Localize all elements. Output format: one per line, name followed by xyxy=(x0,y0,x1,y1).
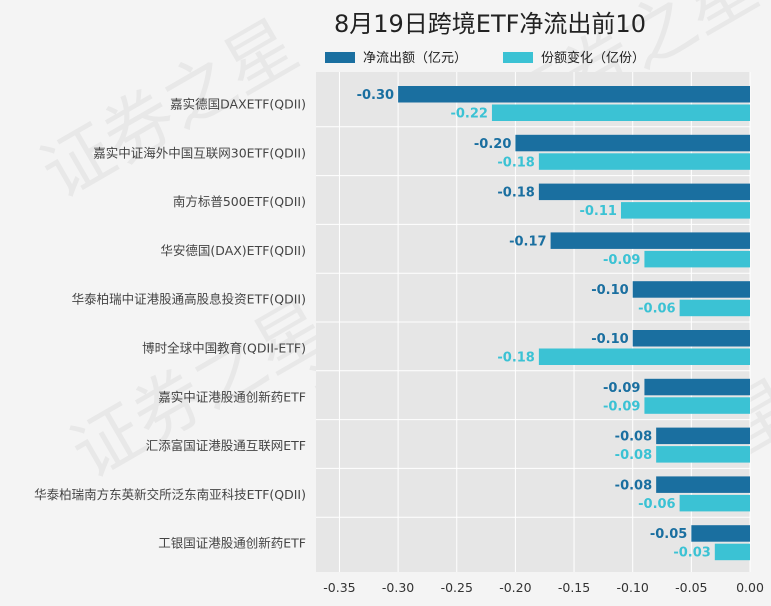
x-tick-label: -0.10 xyxy=(617,580,649,595)
data-label: -0.09 xyxy=(603,253,640,268)
bar xyxy=(550,232,750,249)
category-label: 南方标普500ETF(QDII) xyxy=(173,194,306,209)
x-tick-label: -0.30 xyxy=(382,580,414,595)
grid xyxy=(316,72,751,572)
x-tick-label: 0.00 xyxy=(736,580,764,595)
data-label: -0.08 xyxy=(615,478,652,493)
category-label: 博时全球中国教育(QDII-ETF) xyxy=(142,341,306,356)
bar xyxy=(538,153,750,170)
data-label: -0.05 xyxy=(650,527,687,542)
category-labels: 嘉实德国DAXETF(QDII) 嘉实中证海外中国互联网30ETF(QDII) 南方… xyxy=(34,97,306,551)
x-tick-label: -0.25 xyxy=(441,580,473,595)
chart-title: 8月19日跨境ETF净流出前10 xyxy=(334,10,646,38)
bar xyxy=(491,104,750,121)
bar xyxy=(714,543,750,561)
category-label: 汇添富国证港股通互联网ETF xyxy=(146,438,306,453)
bar xyxy=(644,397,750,414)
x-tick-label: -0.15 xyxy=(558,580,590,595)
bar xyxy=(538,348,750,365)
x-tick-label: -0.05 xyxy=(675,580,707,595)
bar xyxy=(679,299,750,317)
category-label: 华泰柏瑞中证港股通高股息投资ETF(QDII) xyxy=(72,292,306,307)
category-label: 嘉实中证港股通创新药ETF xyxy=(158,389,306,404)
bar xyxy=(632,330,750,347)
legend-swatch xyxy=(325,52,355,63)
data-label: -0.17 xyxy=(509,234,546,249)
data-label: -0.08 xyxy=(615,430,652,445)
bar xyxy=(515,134,750,152)
category-label: 华泰柏瑞南方东英新交所泛东南亚科技ETF(QDII) xyxy=(34,487,306,502)
legend: 净流出额（亿元） 份额变化（亿份） xyxy=(325,50,645,66)
bar xyxy=(656,446,750,463)
x-tick-label: -0.20 xyxy=(499,580,531,595)
legend-label: 净流出额（亿元） xyxy=(363,51,467,66)
x-axis-ticks: -0.35 -0.30 -0.25 -0.20 -0.15 -0.10 -0.05 0.00 xyxy=(323,580,764,595)
bar xyxy=(679,494,750,512)
x-tick-label: -0.35 xyxy=(323,580,355,595)
data-label: -0.08 xyxy=(615,448,652,463)
bar xyxy=(398,86,750,103)
category-label: 嘉实中证海外中国互联网30ETF(QDII) xyxy=(93,145,306,160)
category-label: 华安德国(DAX)ETF(QDII) xyxy=(160,243,306,258)
data-label: -0.18 xyxy=(497,351,534,366)
data-label: -0.22 xyxy=(450,107,487,122)
bar xyxy=(644,378,750,396)
legend-label: 份额变化（亿份） xyxy=(541,50,645,66)
category-label: 工银国证港股通创新药ETF xyxy=(158,536,306,551)
bar xyxy=(538,183,750,201)
bar xyxy=(644,250,750,268)
data-label: -0.09 xyxy=(603,399,640,414)
data-label: -0.06 xyxy=(638,302,675,317)
legend-swatch xyxy=(503,52,533,63)
bar xyxy=(656,427,750,445)
data-label: -0.03 xyxy=(673,546,710,561)
value-labels: -0.30 -0.22 -0.20 -0.18 -0.18 -0.11 -0.17 -0.09… xyxy=(357,88,711,561)
data-label: -0.10 xyxy=(591,283,628,298)
data-label: -0.10 xyxy=(591,332,628,347)
bar xyxy=(691,525,750,542)
data-label: -0.06 xyxy=(638,497,675,512)
data-label: -0.18 xyxy=(497,186,534,201)
category-label: 嘉实德国DAXETF(QDII) xyxy=(170,97,306,112)
data-label: -0.09 xyxy=(603,381,640,396)
data-label: -0.18 xyxy=(497,155,534,170)
bar xyxy=(632,281,750,298)
bar xyxy=(620,202,750,219)
bar xyxy=(656,476,750,493)
data-label: -0.11 xyxy=(579,204,616,219)
data-label: -0.20 xyxy=(474,137,511,152)
bars xyxy=(398,86,750,561)
data-label: -0.30 xyxy=(357,88,394,103)
